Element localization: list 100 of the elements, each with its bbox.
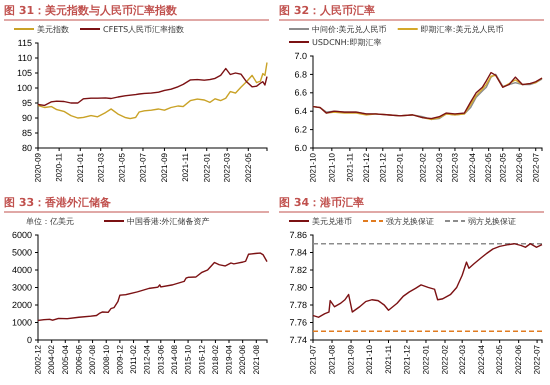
y-tick-label: 7.80 [289,282,307,292]
legend-label: 中间价:美元兑人民币 [312,25,387,34]
y-tick-label: 110 [18,52,32,63]
x-tick-label: 2021-12 [402,344,412,374]
y-tick-label: 2000 [12,300,32,310]
legend-label: 弱方兑换保证 [468,217,516,226]
y-tick-label: 4000 [12,264,32,275]
x-tick-label: 2022-07 [531,152,540,182]
x-tick-label: 2022-02 [440,344,450,374]
x-tick-label: 2021-10 [308,152,318,182]
y-tick-label: 7.84 [289,247,307,258]
x-tick-label: 2021-10 [327,152,336,182]
x-tick-label: 2008-10 [102,344,111,374]
legend-label: 强方兑换保证 [386,217,434,226]
y-tick-label: 6.8 [294,69,307,80]
x-tick-label: 2022-01 [422,344,431,374]
x-tick-label: 2020-11 [54,152,64,182]
y-tick-label: 80 [22,142,32,153]
x-tick-label: 2022-03 [222,152,232,182]
x-tick-label: 2014-08 [170,344,179,374]
y-tick-label: 6.6 [294,88,307,98]
x-tick-label: 2021-11 [384,344,394,374]
x-tick-label: 2022-04 [468,152,477,182]
y-tick-label: 90 [22,112,32,123]
x-tick-label: 2022-06 [514,344,524,374]
x-tick-label: 2016-12 [197,344,206,374]
x-tick-label: 2022-05 [498,152,508,182]
x-tick-label: 2021-09 [160,152,170,182]
line-series [37,252,268,322]
y-tick-label: 100 [16,82,32,93]
x-tick-label: 2018-02 [210,344,220,374]
x-tick-label: 2021-08 [328,344,337,374]
x-tick-label: 2022-04 [476,344,486,374]
y-tick-label: 115 [18,38,32,48]
y-tick-label: 95 [22,98,32,108]
x-tick-label: 2022-05 [495,344,504,374]
x-tick-label: 2021-12 [362,152,371,182]
x-tick-label: 2021-01 [76,152,85,182]
y-tick-label: 1000 [12,317,32,328]
x-tick-label: 2022-01 [396,152,405,182]
legend-label: 美元兑港币 [312,217,352,226]
x-tick-label: 2009-12 [115,344,124,374]
chart-title: 图 33：香港外汇储备 [4,196,112,209]
y-tick-label: 7.82 [289,264,307,275]
x-tick-label: 2007-08 [88,344,98,374]
line-series [312,243,543,318]
line-series [37,62,268,120]
x-tick-label: 2021-11 [181,152,190,182]
y-tick-label: 7.78 [289,300,307,310]
chart-title: 图 31：美元指数与人民币汇率指数 [4,4,178,17]
legend-label: CFETS人民币汇率指数 [103,25,184,34]
y-tick-label: 7.86 [289,230,307,240]
line-series [37,68,268,106]
legend-label: 中国香港:外汇储备资产 [127,217,210,226]
y-tick-label: 7.76 [289,317,307,328]
x-tick-label: 2022-05 [484,152,494,182]
x-tick-label: 2020-06 [238,344,248,374]
y-tick-label: 5000 [12,247,32,258]
x-tick-label: 2013-06 [156,344,166,374]
x-tick-label: 2021-05 [117,152,126,182]
x-tick-label: 2006-06 [74,344,84,374]
x-tick-label: 2022-06 [514,152,524,182]
x-tick-label: 2021-11 [345,152,354,182]
y-tick-label: 6000 [12,230,32,240]
x-tick-label: 2022-03 [434,152,444,182]
y-tick-label: 6.4 [294,106,307,116]
y-tick-label: 6.2 [294,124,307,134]
x-tick-label: 2021-08 [252,344,261,374]
x-tick-label: 2022-07 [532,344,542,374]
y-tick-label: 7.74 [289,334,307,345]
x-tick-label: 2021-03 [96,152,106,182]
chart-title: 图 34：港币汇率 [279,196,364,209]
x-tick-label: 2021-09 [346,344,356,374]
y-tick-label: 3000 [12,282,32,292]
x-tick-label: 2022-03 [450,152,460,182]
y-tick-label: 85 [22,128,32,138]
x-tick-label: 2015-10 [184,344,193,374]
x-tick-label: 2022-01 [202,152,212,182]
text: 单位：亿美元 [26,217,74,226]
x-tick-label: 2022-02 [418,152,428,182]
legend-label: USDCNH:即期汇率 [312,38,382,47]
y-tick-label: 0 [26,334,32,345]
y-tick-label: 105 [16,68,32,78]
chart-title: 图 32：人民币汇率 [279,4,376,17]
x-tick-label: 2005-04 [60,344,70,374]
x-tick-label: 2011-02 [129,344,138,374]
x-tick-label: 2022-05 [244,152,253,182]
x-tick-label: 2021-10 [365,344,374,374]
x-tick-label: 2012-04 [142,344,152,374]
x-tick-label: 2020-09 [34,152,43,182]
y-tick-label: 7.0 [294,50,307,61]
y-tick-label: 6.0 [294,142,307,153]
legend-label: 即期汇率:美元兑人民币 [420,25,504,34]
x-tick-label: 2019-04 [224,344,234,374]
x-tick-label: 2004-02 [47,344,56,374]
x-tick-label: 2021-07 [308,344,318,374]
x-tick-label: 2021-12 [378,152,388,182]
legend-label: 美元指数 [37,25,69,34]
x-tick-label: 2002-12 [34,344,43,374]
x-tick-label: 2022-03 [458,344,467,374]
